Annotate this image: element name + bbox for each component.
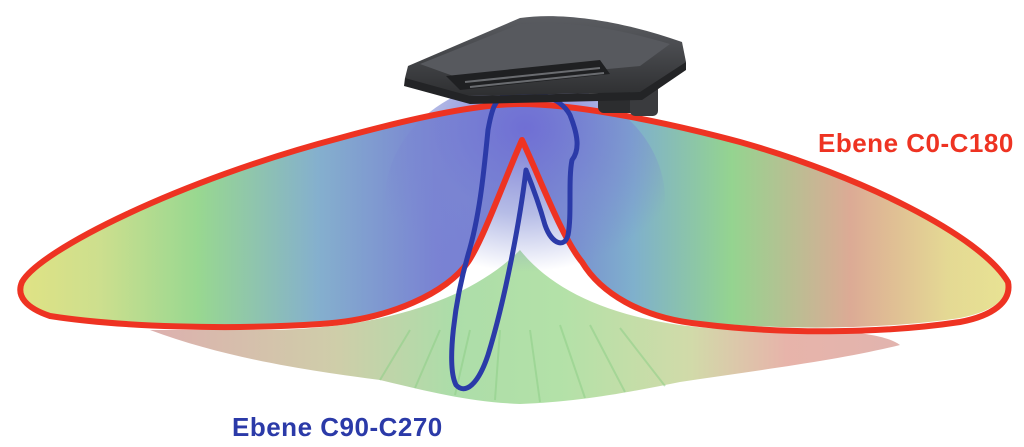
surface-feather-lines: [379, 324, 666, 403]
floodlight-icon: [404, 16, 686, 116]
lower-surface-lobe: [150, 250, 900, 404]
curve-plane-c90-c270: [449, 90, 580, 392]
central-intensity-core: [385, 80, 665, 320]
label-plane-c90-c270: Ebene C90-C270: [232, 412, 443, 442]
label-plane-c0-c180: Ebene C0-C180: [818, 128, 1014, 158]
curve-plane-c0-c180: [17, 101, 1012, 335]
